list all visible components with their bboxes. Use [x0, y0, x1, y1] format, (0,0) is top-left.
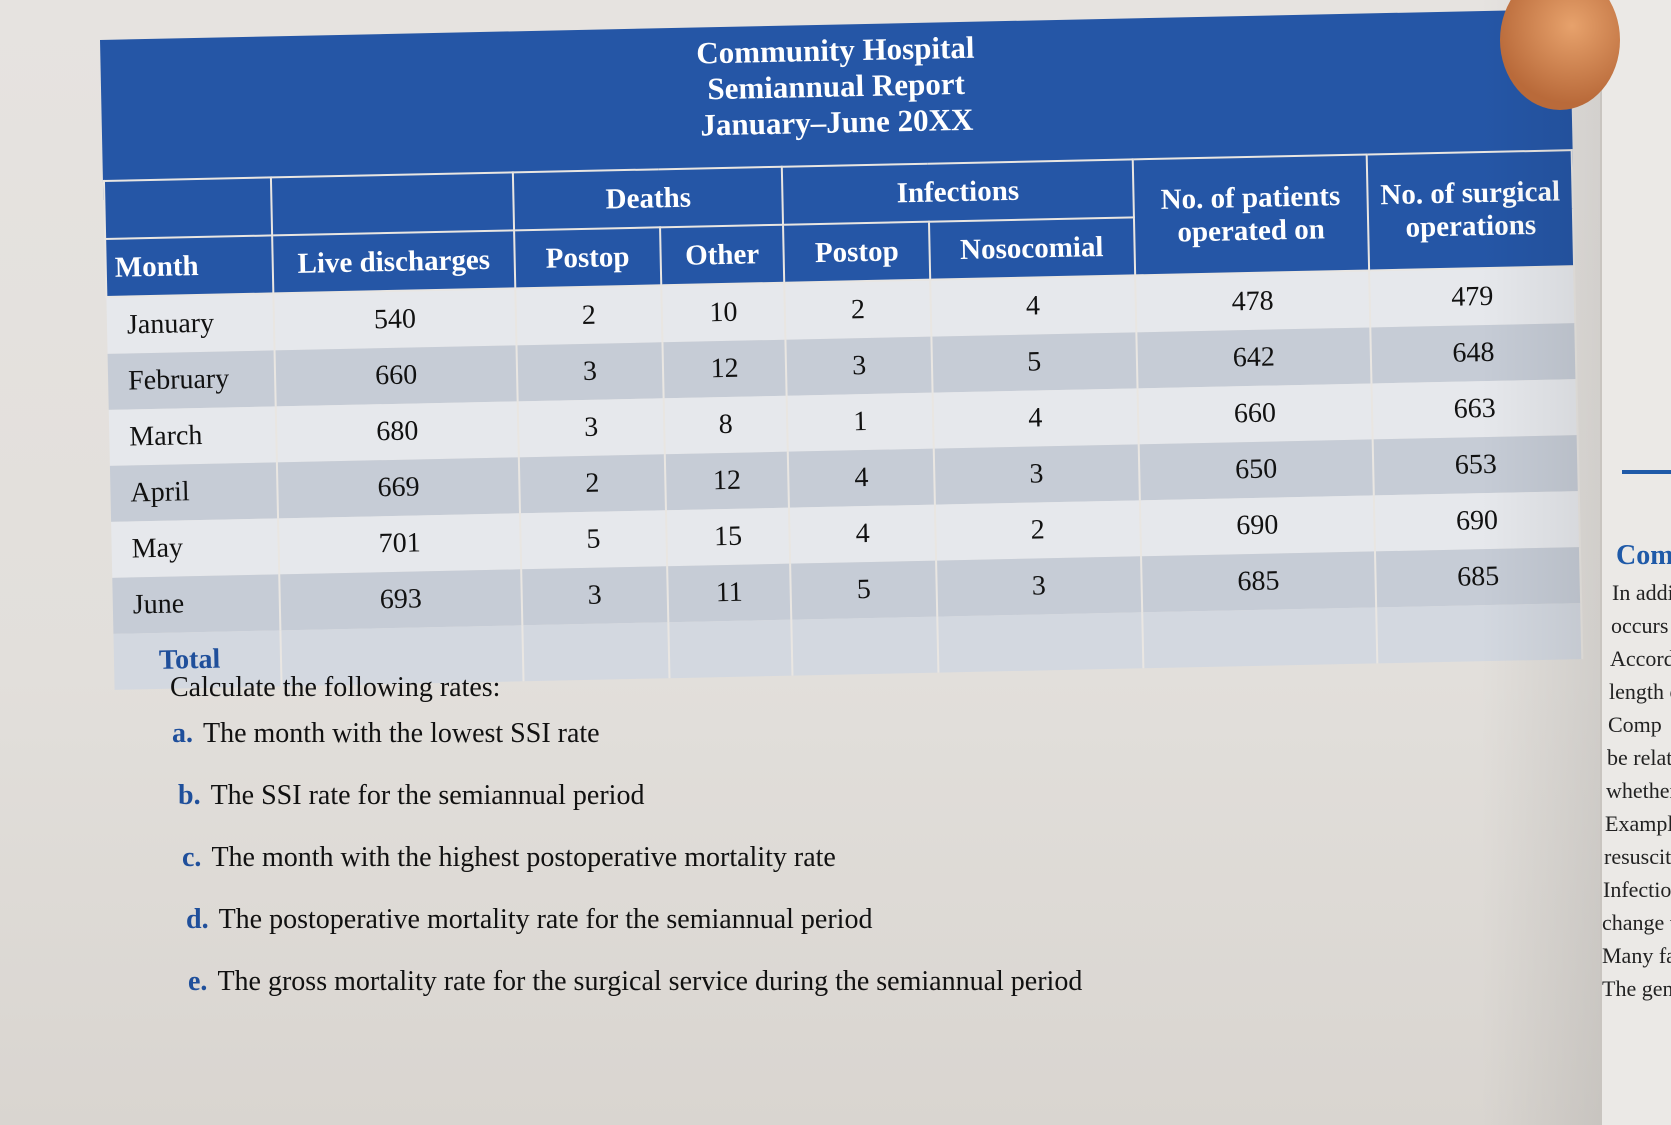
- deaths-postop-column-header: Postop: [514, 227, 661, 289]
- cell-live: 669: [276, 457, 521, 519]
- cell-month: May: [111, 518, 280, 578]
- cell-d_other: 15: [665, 507, 791, 567]
- thumb: [1500, 0, 1620, 110]
- facing-page-line: change the wa: [1602, 910, 1671, 935]
- page-gutter-shadow: [1480, 0, 1600, 1125]
- facing-page-line: resuscitation: [1604, 844, 1671, 869]
- cell-i_postop: 5: [790, 560, 938, 620]
- question-letter: b.: [178, 780, 201, 811]
- question-letter: a.: [172, 718, 193, 749]
- cell-d_other: 10: [660, 282, 786, 343]
- cell-live: 693: [279, 569, 523, 631]
- cell-patients: 650: [1138, 439, 1375, 501]
- cell-month: June: [112, 574, 281, 634]
- question-item: d. The postoperative mortality rate for t…: [186, 904, 1082, 936]
- facing-page-line: Exampl: [1605, 811, 1671, 836]
- question-item: a. The month with the lowest SSI rate: [172, 718, 1082, 750]
- cell-i_noso: 3: [933, 444, 1140, 505]
- questions-intro: Calculate the following rates:: [170, 672, 501, 703]
- facing-page-line: In additi: [1612, 580, 1671, 605]
- cell-live: 680: [275, 401, 520, 463]
- question-text: The gross mortality rate for the surgica…: [217, 966, 1083, 997]
- infections-nosocomial-column-header: Nosocomial: [928, 217, 1135, 280]
- book-page: Community Hospital Semiannual Report Jan…: [0, 0, 1600, 1125]
- question-text: The month with the lowest SSI rate: [203, 718, 600, 749]
- facing-page-line: Comp: [1608, 712, 1662, 737]
- cell-i_noso: 2: [934, 500, 1141, 561]
- total-cell: [667, 619, 793, 679]
- facing-page: Comp In additi occurs du Accordin length of…: [1600, 0, 1671, 1125]
- blank-header: [270, 172, 515, 236]
- cell-i_postop: 3: [785, 336, 933, 396]
- question-text: The SSI rate for the semiannual period: [210, 780, 645, 811]
- question-letter: d.: [186, 904, 209, 935]
- facing-page-line: occurs du: [1611, 613, 1671, 638]
- infections-postop-column-header: Postop: [783, 221, 931, 283]
- cell-d_other: 11: [666, 563, 792, 623]
- cell-d_postop: 3: [516, 342, 664, 402]
- cell-patients: 660: [1137, 383, 1373, 445]
- cell-month: March: [108, 406, 277, 466]
- cell-patients: 690: [1139, 495, 1376, 557]
- facing-page-line: whether cha: [1606, 778, 1671, 803]
- cell-live: 660: [274, 345, 518, 407]
- report-table-container: Community Hospital Semiannual Report Jan…: [100, 9, 1583, 690]
- facing-page-line: The gener: [1602, 976, 1671, 1001]
- cell-live: 540: [273, 288, 517, 351]
- cell-patients: 642: [1135, 327, 1372, 389]
- question-text: The month with the highest postoperative…: [211, 842, 836, 873]
- cell-i_noso: 4: [932, 388, 1139, 449]
- question-item: b. The SSI rate for the semiannual period: [178, 780, 1082, 812]
- cell-i_noso: 4: [930, 275, 1136, 337]
- exercise-questions: Calculate the following rates: a. The mon…: [170, 672, 1082, 1028]
- cell-i_noso: 3: [935, 556, 1142, 617]
- deaths-other-column-header: Other: [659, 224, 785, 286]
- live-discharges-column-header: Live discharges: [272, 230, 516, 294]
- infections-group-header: Infections: [782, 159, 1134, 225]
- cell-month: April: [109, 462, 278, 522]
- facing-page-line: be related: [1607, 745, 1671, 770]
- cell-patients: 685: [1140, 551, 1377, 613]
- question-letter: e.: [188, 966, 208, 997]
- facing-page-line: length of s: [1609, 679, 1671, 704]
- cell-live: 701: [277, 513, 522, 575]
- facing-page-rule: [1622, 470, 1671, 474]
- total-cell: [937, 612, 1143, 673]
- cell-d_postop: 3: [517, 398, 665, 458]
- cell-d_postop: 3: [521, 566, 668, 626]
- cell-i_noso: 5: [931, 332, 1138, 393]
- total-cell: [791, 616, 939, 676]
- month-column-header: Month: [105, 235, 274, 297]
- cell-d_postop: 5: [520, 510, 667, 570]
- patients-operated-header: No. of patients operated on: [1132, 154, 1370, 276]
- deaths-group-header: Deaths: [513, 166, 784, 231]
- facing-page-line: Accordin: [1610, 646, 1671, 671]
- question-item: e. The gross mortality rate for the surgi…: [188, 966, 1082, 998]
- cell-d_postop: 2: [515, 285, 663, 346]
- question-text: The postoperative mortality rate for the…: [218, 904, 873, 935]
- cell-i_postop: 2: [784, 279, 932, 340]
- question-item: c. The month with the highest postoperati…: [182, 842, 1082, 874]
- question-letter: c.: [182, 842, 202, 873]
- facing-page-line: Infections, of: [1603, 877, 1671, 902]
- cell-month: January: [106, 293, 275, 354]
- cell-i_postop: 4: [788, 448, 935, 508]
- cell-d_other: 12: [662, 339, 788, 399]
- semiannual-report-table: Deaths Infections No. of patients operat…: [103, 149, 1583, 690]
- cell-month: February: [107, 350, 276, 410]
- cell-d_other: 12: [664, 451, 790, 511]
- cell-i_postop: 1: [787, 392, 934, 452]
- cell-d_postop: 2: [519, 454, 666, 514]
- cell-i_postop: 4: [789, 504, 936, 564]
- blank-header: [103, 177, 273, 239]
- total-cell: [1141, 607, 1378, 669]
- cell-patients: 478: [1134, 270, 1371, 333]
- facing-page-line: Many faci: [1602, 943, 1671, 968]
- cell-d_other: 8: [663, 395, 789, 455]
- facing-page-heading: Comp: [1616, 540, 1671, 571]
